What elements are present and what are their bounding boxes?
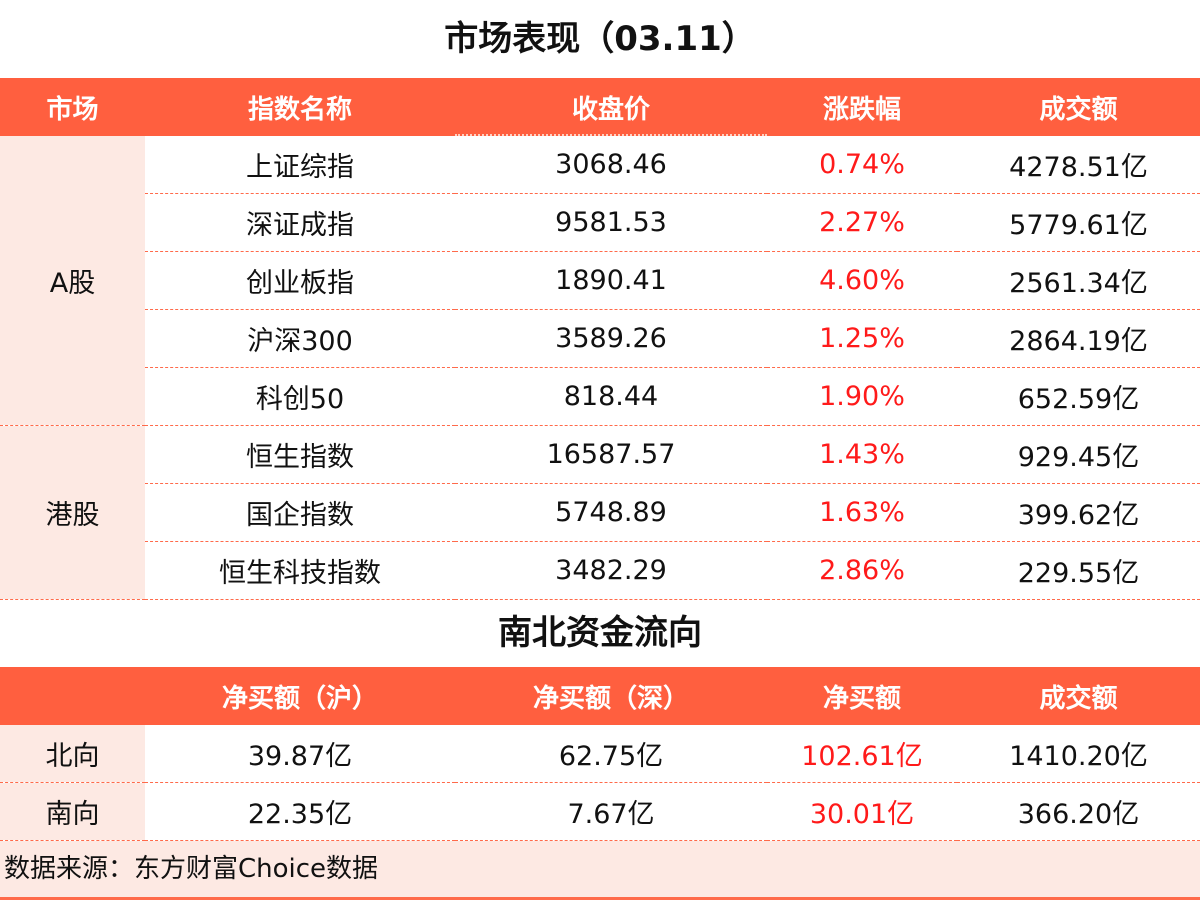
- net-buy-total: 30.01亿: [767, 782, 957, 841]
- change-pct: 4.60%: [767, 251, 957, 310]
- index-name: 深证成指: [145, 193, 455, 252]
- header-close: 收盘价: [455, 78, 767, 136]
- market-table: 市场 指数名称 收盘价 涨跌幅 成交额 A股 上证综指 3068.46 0.74…: [0, 78, 1200, 600]
- close-price: 9581.53: [455, 193, 767, 252]
- table-row: 南向 22.35亿 7.67亿 30.01亿 366.20亿: [0, 782, 1200, 841]
- close-price: 3068.46: [455, 136, 767, 194]
- flow-table-header: 净买额（沪） 净买额（深） 净买额 成交额: [0, 667, 1200, 725]
- index-name: 沪深300: [145, 309, 455, 368]
- direction-north: 北向: [0, 725, 145, 783]
- header-net-buy-sz: 净买额（深）: [455, 667, 767, 725]
- market-a-share: A股: [0, 136, 145, 426]
- table-row: 科创50 818.44 1.90% 652.59亿: [0, 367, 1200, 426]
- volume: 5779.61亿: [957, 193, 1200, 252]
- net-buy-sh: 22.35亿: [145, 782, 455, 841]
- table-row: 北向 39.87亿 62.75亿 102.61亿 1410.20亿: [0, 725, 1200, 783]
- close-price: 1890.41: [455, 251, 767, 310]
- market-hk-share: 港股: [0, 425, 145, 600]
- index-name: 创业板指: [145, 251, 455, 310]
- header-direction: [0, 667, 145, 725]
- close-price: 3482.29: [455, 541, 767, 600]
- net-buy-sh: 39.87亿: [145, 725, 455, 783]
- header-index-name: 指数名称: [145, 78, 455, 136]
- close-price: 3589.26: [455, 309, 767, 368]
- volume: 399.62亿: [957, 483, 1200, 542]
- net-buy-total: 102.61亿: [767, 725, 957, 783]
- change-pct: 1.63%: [767, 483, 957, 542]
- change-pct: 0.74%: [767, 136, 957, 194]
- table-row: 深证成指 9581.53 2.27% 5779.61亿: [0, 193, 1200, 252]
- header-flow-volume: 成交额: [957, 667, 1200, 725]
- index-name: 上证综指: [145, 136, 455, 194]
- flow-section-title: 南北资金流向: [498, 613, 702, 653]
- flow-table: 净买额（沪） 净买额（深） 净买额 成交额 北向 39.87亿 62.75亿 1…: [0, 667, 1200, 841]
- change-pct: 1.90%: [767, 367, 957, 426]
- index-name: 科创50: [145, 367, 455, 426]
- table-row: 沪深300 3589.26 1.25% 2864.19亿: [0, 309, 1200, 368]
- direction-south: 南向: [0, 782, 145, 841]
- data-source-note: 数据来源：东方财富Choice数据: [0, 841, 1200, 900]
- volume: 229.55亿: [957, 541, 1200, 600]
- change-pct: 2.27%: [767, 193, 957, 252]
- volume: 929.45亿: [957, 425, 1200, 484]
- change-pct: 1.43%: [767, 425, 957, 484]
- change-pct: 1.25%: [767, 309, 957, 368]
- flow-volume: 366.20亿: [957, 782, 1200, 841]
- volume: 652.59亿: [957, 367, 1200, 426]
- volume: 4278.51亿: [957, 136, 1200, 194]
- header-market: 市场: [0, 78, 145, 136]
- table-row: 国企指数 5748.89 1.63% 399.62亿: [0, 483, 1200, 542]
- table-row: 港股 恒生指数 16587.57 1.43% 929.45亿: [0, 425, 1200, 600]
- table-row: A股 上证综指 3068.46 0.74% 4278.51亿: [0, 136, 1200, 426]
- index-name: 国企指数: [145, 483, 455, 542]
- close-price: 16587.57: [455, 425, 767, 484]
- page-title: 市场表现（03.11）: [444, 19, 756, 59]
- volume: 2864.19亿: [957, 309, 1200, 368]
- header-net-buy-sh: 净买额（沪）: [145, 667, 455, 725]
- change-pct: 2.86%: [767, 541, 957, 600]
- net-buy-sz: 62.75亿: [455, 725, 767, 783]
- header-volume: 成交额: [957, 78, 1200, 136]
- market-table-header: 市场 指数名称 收盘价 涨跌幅 成交额: [0, 78, 1200, 136]
- table-row: 创业板指 1890.41 4.60% 2561.34亿: [0, 251, 1200, 310]
- close-price: 5748.89: [455, 483, 767, 542]
- close-price: 818.44: [455, 367, 767, 426]
- table-row: 恒生科技指数 3482.29 2.86% 229.55亿: [0, 541, 1200, 600]
- header-change: 涨跌幅: [767, 78, 957, 136]
- flow-volume: 1410.20亿: [957, 725, 1200, 783]
- volume: 2561.34亿: [957, 251, 1200, 310]
- index-name: 恒生指数: [145, 425, 455, 484]
- header-net-buy: 净买额: [767, 667, 957, 725]
- index-name: 恒生科技指数: [145, 541, 455, 600]
- header-dotted-rule: [455, 134, 767, 136]
- net-buy-sz: 7.67亿: [455, 782, 767, 841]
